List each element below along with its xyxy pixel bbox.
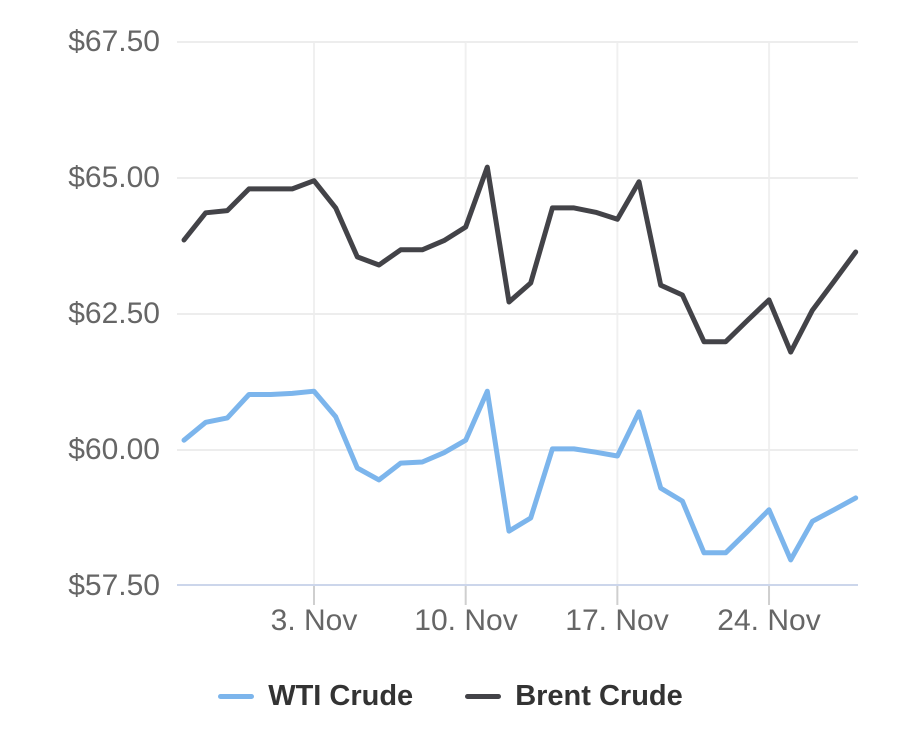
brent-line-swatch-icon — [465, 694, 502, 699]
legend-item-brent-crude[interactable]: Brent Crude — [465, 680, 683, 713]
wti-line-swatch-icon — [218, 694, 255, 699]
y-axis-label: $60.00 — [68, 433, 160, 466]
x-axis-label: 3. Nov — [270, 604, 358, 637]
legend-label: Brent Crude — [515, 680, 683, 712]
chart-legend: WTI Crude Brent Crude — [0, 680, 901, 713]
y-axis-label: $67.50 — [68, 25, 160, 58]
x-axis-label: 10. Nov — [414, 604, 518, 637]
y-axis-label: $57.50 — [68, 569, 160, 602]
x-axis-label: 17. Nov — [565, 604, 669, 637]
y-axis-label: $65.00 — [68, 161, 160, 194]
y-axis-label: $62.50 — [68, 297, 160, 330]
legend-item-wti-crude[interactable]: WTI Crude — [218, 680, 413, 713]
legend-label: WTI Crude — [268, 680, 414, 712]
x-axis-label: 24. Nov — [717, 604, 821, 637]
